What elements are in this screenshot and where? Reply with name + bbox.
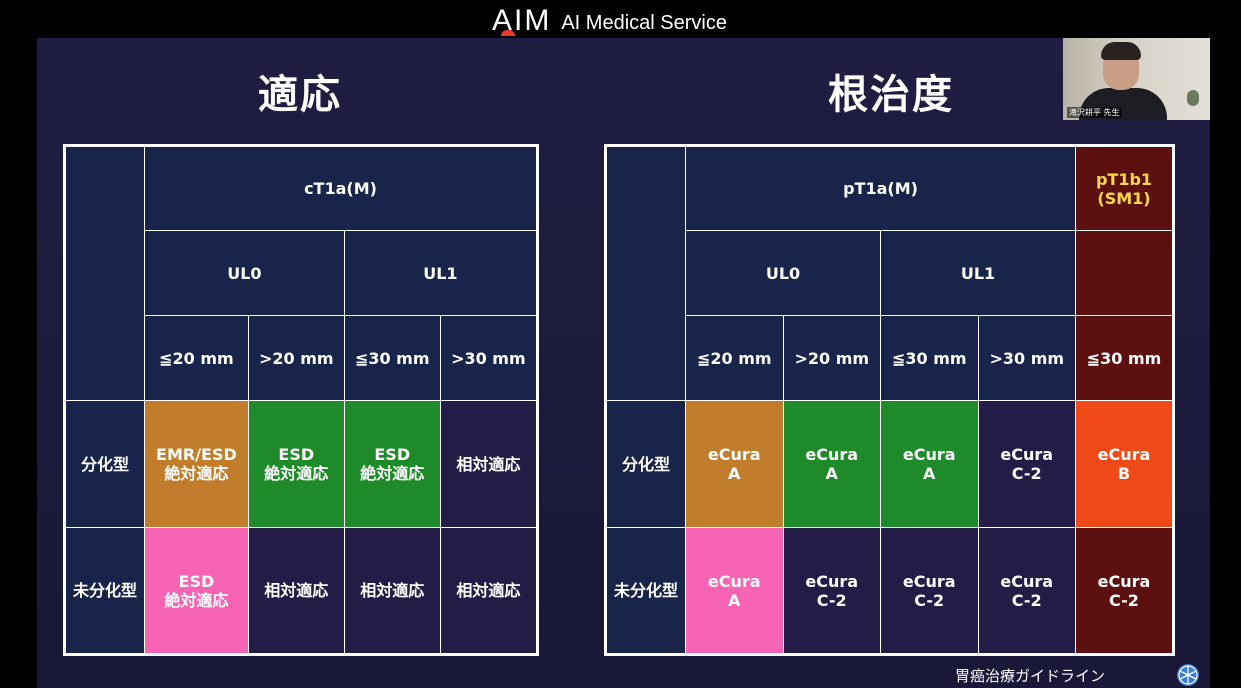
size-header: >30 mm [439, 315, 539, 401]
speaker-hair [1101, 42, 1141, 60]
ecura-cell: eCura A [782, 400, 881, 528]
ecura-cell: eCura A [880, 400, 979, 528]
row-label-undifferentiated: 未分化型 [605, 527, 686, 655]
size-header: ≦30 mm [1075, 315, 1174, 401]
size-header: >20 mm [247, 315, 345, 401]
ecura-cell: eCura C-2 [782, 527, 881, 655]
logo-accent [501, 30, 515, 36]
indication-cell: ESD 絶対適応 [247, 400, 345, 528]
top-bar: AIM AI Medical Service [0, 0, 1241, 38]
ecura-cell: eCura A [685, 527, 784, 655]
size-header: ≦20 mm [685, 315, 784, 401]
row-label-differentiated: 分化型 [64, 400, 145, 528]
ecura-cell: eCura C-2 [1075, 527, 1174, 655]
size-header: ≦30 mm [880, 315, 979, 401]
indication-table: cT1a(M) UL0 UL1 ≦20 mm >20 mm ≦30 mm >30… [63, 144, 539, 656]
indication-cell: 相対適応 [247, 527, 345, 655]
header-ul1: UL1 [880, 230, 1076, 316]
indication-cell: EMR/ESD 絶対適応 [144, 400, 249, 528]
speaker-name-label: 滝沢耕平 先生 [1067, 107, 1122, 118]
indication-cell: 相対適応 [439, 527, 539, 655]
header-ct1a: cT1a(M) [144, 145, 538, 231]
ecura-cell: eCura B [1075, 400, 1174, 528]
header-pt1a: pT1a(M) [685, 145, 1076, 231]
aim-logo: AIM AI Medical Service [492, 4, 727, 36]
left-section-title: 適応 [258, 72, 342, 118]
aim-logo-mark: AIM [492, 4, 552, 37]
plant [1187, 90, 1199, 106]
row-label-undifferentiated: 未分化型 [64, 527, 145, 655]
size-header: >20 mm [782, 315, 881, 401]
ecura-cell: eCura C-2 [977, 400, 1076, 528]
size-header: ≦20 mm [144, 315, 249, 401]
header-sm-blank [1075, 230, 1174, 316]
footer-source: 胃癌治療ガイドライン [955, 667, 1106, 685]
ecura-cell: eCura A [685, 400, 784, 528]
indication-cell: ESD 絶対適応 [343, 400, 441, 528]
size-header: >30 mm [977, 315, 1076, 401]
header-ul0: UL0 [685, 230, 881, 316]
size-header: ≦30 mm [343, 315, 441, 401]
indication-cell: 相対適応 [343, 527, 441, 655]
header-ul0: UL0 [144, 230, 345, 316]
curability-table: pT1a(M) pT1b1 (SM1) UL0 UL1 ≦20 mm >20 mm… [604, 144, 1175, 656]
ecura-cell: eCura C-2 [880, 527, 979, 655]
header-ul1: UL1 [343, 230, 539, 316]
row-label-differentiated: 分化型 [605, 400, 686, 528]
aim-logo-text: AI Medical Service [561, 12, 727, 34]
speaker-webcam: 滝沢耕平 先生 [1063, 38, 1210, 120]
indication-cell: ESD 絶対適応 [144, 527, 249, 655]
header-pt1b1: pT1b1 (SM1) [1075, 145, 1174, 231]
corner-cell [605, 145, 686, 401]
corner-cell [64, 145, 145, 401]
indication-cell: 相対適応 [439, 400, 539, 528]
ecura-cell: eCura C-2 [977, 527, 1076, 655]
guideline-emblem-icon [1177, 664, 1199, 686]
right-section-title: 根治度 [828, 72, 954, 118]
